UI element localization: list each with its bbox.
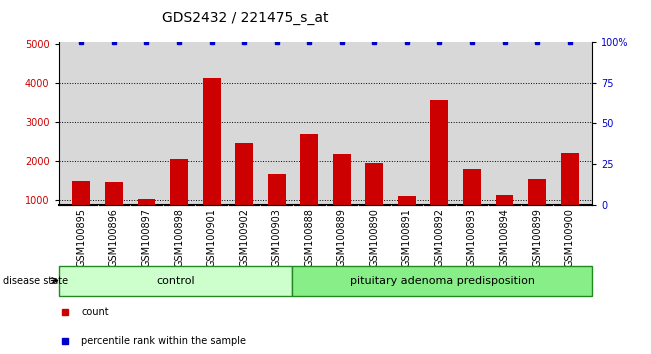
Bar — [495, 195, 514, 238]
Text: GSM100900: GSM100900 — [564, 208, 575, 267]
Text: GSM100890: GSM100890 — [369, 208, 380, 267]
Bar — [333, 154, 351, 238]
Bar — [365, 163, 383, 238]
Text: GSM100893: GSM100893 — [467, 208, 477, 267]
Bar — [202, 78, 221, 238]
Bar — [72, 181, 90, 238]
Text: GSM100903: GSM100903 — [271, 208, 282, 267]
Text: GDS2432 / 221475_s_at: GDS2432 / 221475_s_at — [162, 11, 329, 25]
Bar — [528, 179, 546, 238]
Bar — [268, 173, 286, 238]
Bar — [170, 159, 188, 238]
Text: GSM100889: GSM100889 — [337, 208, 347, 267]
Bar — [463, 169, 481, 238]
Text: disease state: disease state — [3, 275, 68, 286]
Text: GSM100892: GSM100892 — [434, 208, 445, 267]
Text: percentile rank within the sample: percentile rank within the sample — [81, 336, 246, 346]
Text: GSM100891: GSM100891 — [402, 208, 412, 267]
Bar — [561, 153, 579, 238]
Bar — [292, 266, 592, 296]
Text: control: control — [156, 275, 195, 286]
Text: GSM100899: GSM100899 — [532, 208, 542, 267]
Bar — [300, 135, 318, 238]
Text: GSM100901: GSM100901 — [206, 208, 217, 267]
Text: pituitary adenoma predisposition: pituitary adenoma predisposition — [350, 275, 534, 286]
Bar — [398, 196, 416, 238]
Text: GSM100897: GSM100897 — [141, 208, 152, 267]
Bar — [430, 100, 449, 238]
Text: GSM100896: GSM100896 — [109, 208, 119, 267]
Text: GSM100894: GSM100894 — [499, 208, 510, 267]
Bar — [105, 182, 123, 238]
Bar — [59, 266, 292, 296]
Text: count: count — [81, 307, 109, 317]
Text: GSM100898: GSM100898 — [174, 208, 184, 267]
Text: GSM100902: GSM100902 — [239, 208, 249, 267]
Bar — [235, 143, 253, 238]
Text: GSM100888: GSM100888 — [304, 208, 314, 267]
Bar — [137, 199, 156, 238]
Text: GSM100895: GSM100895 — [76, 208, 87, 267]
